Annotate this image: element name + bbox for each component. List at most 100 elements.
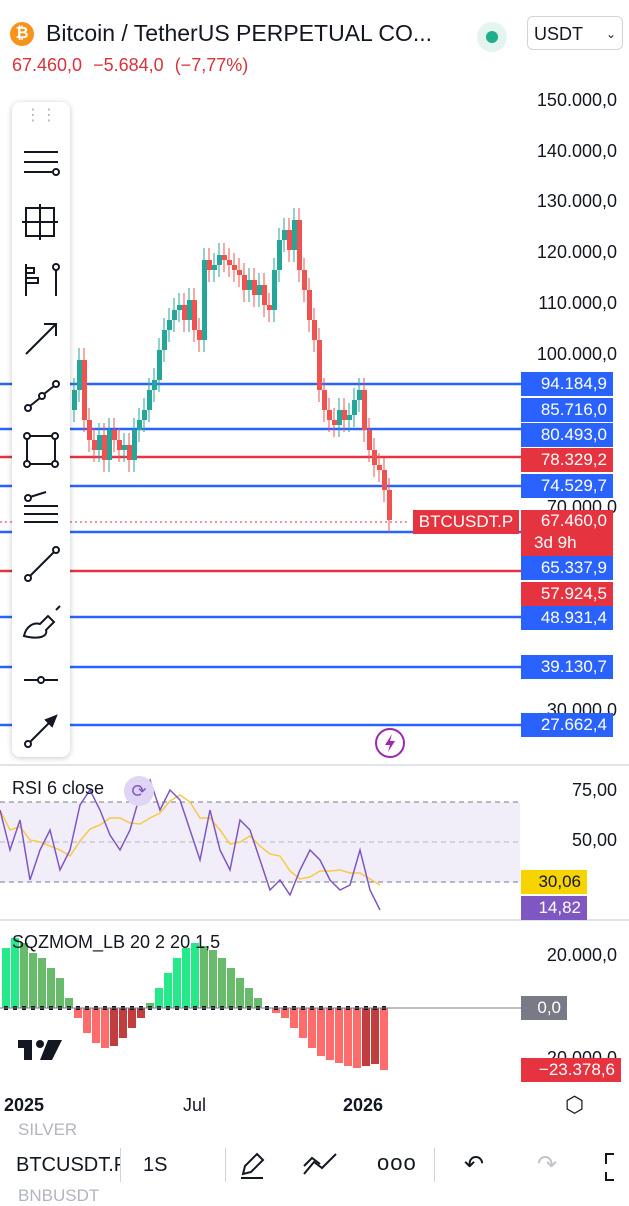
candle-body [382, 470, 387, 490]
level-tag[interactable]: 94.184,9 [521, 372, 613, 396]
level-tag[interactable]: 48.931,4 [521, 606, 613, 630]
level-tag[interactable]: 65.337,9 [521, 556, 613, 580]
candle-body [272, 270, 277, 310]
candle-body [207, 260, 212, 270]
last-price-tag[interactable]: 67.460,0 3d 9h [521, 510, 613, 556]
rsi-axis-label: 75,00 [571, 780, 617, 800]
candle-body [372, 450, 377, 465]
candle-body [142, 410, 147, 420]
indicators-icon[interactable] [302, 1150, 338, 1180]
line-segment-icon[interactable] [12, 542, 70, 586]
lightning-icon [375, 728, 405, 758]
fib-retracement-icon[interactable] [12, 486, 70, 530]
drawing-toolbar: ⋮⋮ [12, 102, 70, 757]
level-tag[interactable]: 85.716,0 [521, 398, 613, 422]
sqz-zero-tag: 0,0 [521, 996, 567, 1020]
bar-countdown: 3d 9h [534, 533, 577, 552]
rectangle-icon[interactable] [12, 428, 70, 472]
candle-body [172, 310, 177, 320]
level-tag[interactable]: 78.329,2 [521, 448, 613, 472]
candle-body [222, 255, 227, 260]
divider [120, 1148, 121, 1182]
sqz-bar [191, 943, 199, 1008]
sqz-bar [362, 1008, 370, 1066]
rsi-indicator-label[interactable]: RSI 6 close [12, 778, 105, 798]
symbol-tag[interactable]: BTCUSDT.P [413, 510, 519, 534]
currency-value: USDT [534, 24, 583, 44]
divider [225, 1148, 226, 1182]
sqz-bar [218, 958, 226, 1008]
sqz-bar [317, 1008, 325, 1056]
candle-body [342, 410, 347, 420]
candle-body [352, 400, 357, 415]
horizontal-lines-icon[interactable] [12, 142, 70, 186]
sqz-bar [299, 1008, 307, 1038]
market-status-icon[interactable] [477, 22, 507, 52]
candle-body [242, 275, 247, 290]
level-tag[interactable]: 80.493,0 [521, 423, 613, 447]
sqz-bar [47, 968, 55, 1008]
sqz-bar [164, 973, 172, 1008]
level-tag[interactable]: 57.924,5 [521, 582, 613, 606]
bottom-bar: SILVER BTCUSDT.P 1S ooo ↶ ↷ BNBUSDT [0, 1120, 629, 1205]
drag-handle-icon[interactable]: ⋮⋮ [25, 107, 57, 124]
bitcoin-logo-icon: ₿ [10, 22, 34, 46]
pitchfork-icon[interactable] [12, 258, 70, 302]
candle-body [177, 305, 182, 310]
level-tag[interactable]: 39.130,7 [521, 655, 613, 679]
redo-icon[interactable]: ↷ [537, 1151, 558, 1178]
symbol-title[interactable]: Bitcoin / TetherUS PERPETUAL CO... [46, 20, 433, 46]
sqz-bar [110, 1008, 118, 1046]
candle-body [212, 265, 217, 270]
level-tag[interactable]: 27.662,4 [521, 713, 613, 737]
candle-body [167, 320, 172, 330]
price-axis-label: 100.000,0 [536, 344, 617, 364]
more-options-icon[interactable]: ooo [377, 1150, 417, 1175]
price-change: −5.684,0 [93, 55, 164, 75]
currency-select[interactable]: USDT ⌄ [527, 16, 623, 50]
interval-button[interactable]: 1S [143, 1154, 168, 1176]
refresh-icon[interactable]: ⟳ [124, 776, 154, 806]
sqz-bar [344, 1008, 352, 1066]
horizontal-ray-icon[interactable] [12, 658, 70, 702]
chart-area[interactable]: 150.000,0 140.000,0 130.000,0 120.000,0 … [0, 90, 629, 1120]
sqz-bar [20, 943, 28, 1008]
sqz-bar [65, 998, 73, 1008]
rsi-ma-tag: 30,06 [521, 870, 587, 894]
candle-body [122, 445, 127, 450]
candle-body [112, 430, 117, 440]
sqz-bar [380, 1008, 388, 1070]
ghost-symbol-bottom: BNBUSDT [18, 1186, 100, 1205]
sqz-bar [101, 1008, 109, 1048]
level-tag[interactable]: 74.529,7 [521, 474, 613, 498]
sqz-bar [209, 950, 217, 1008]
fullscreen-icon[interactable] [600, 1150, 629, 1184]
candle-body [267, 305, 272, 310]
candle-body [202, 260, 207, 340]
price-chart-canvas[interactable] [0, 90, 629, 1120]
sqz-bar [173, 958, 181, 1008]
sqz-axis-label: 20.000,0 [546, 945, 617, 965]
brush-icon[interactable] [12, 600, 70, 644]
horizontal-levels [0, 382, 521, 727]
crosshair-rectangle-icon[interactable] [12, 200, 70, 244]
sqzmom-indicator-label[interactable]: SQZMOM_LB 20 2 20 1,5 [12, 932, 221, 952]
sqz-bar [326, 1008, 334, 1060]
candle-body [77, 360, 82, 390]
undo-icon[interactable]: ↶ [464, 1151, 485, 1178]
sqz-bar [56, 978, 64, 1008]
symbol-button[interactable]: BTCUSDT.P [16, 1154, 120, 1176]
trend-line-icon[interactable] [12, 374, 70, 418]
pencil-icon[interactable] [237, 1150, 267, 1180]
candle-body [262, 285, 267, 305]
candle-body [307, 290, 312, 320]
candle-body [192, 300, 197, 330]
ray-arrow-icon[interactable] [12, 708, 70, 752]
sqz-bar [353, 1008, 361, 1068]
settings-hexagon-icon[interactable]: ⬡ [565, 1092, 585, 1117]
candle-body [387, 490, 392, 520]
arrow-icon[interactable] [12, 316, 70, 360]
sqz-bar [371, 1008, 379, 1064]
candle-body [237, 270, 242, 275]
sqz-bar [290, 1008, 298, 1028]
